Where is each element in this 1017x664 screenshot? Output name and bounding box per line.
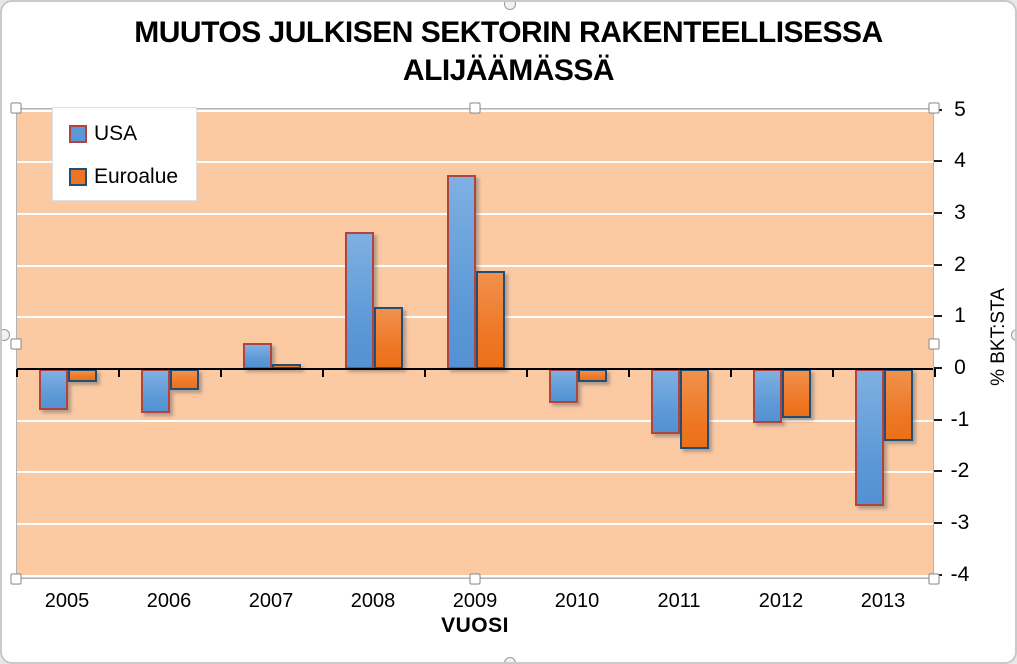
plot-handle-bottom-left[interactable] xyxy=(10,573,22,585)
bar-usa-2009[interactable] xyxy=(447,175,476,369)
y-tick-label--3: -3 xyxy=(950,511,970,535)
x-tick-label-2011: 2011 xyxy=(657,590,701,612)
chart-resize-handle-bottom[interactable] xyxy=(504,657,516,662)
x-axis-tick xyxy=(526,369,528,377)
x-tick-label-2006: 2006 xyxy=(146,590,192,612)
gridline--3 xyxy=(17,523,933,526)
x-tick-label-2005: 2005 xyxy=(44,590,90,612)
bar-usa-2008[interactable] xyxy=(345,231,374,369)
x-axis-tick xyxy=(628,369,630,377)
y-tick-label-0: 0 xyxy=(954,356,966,379)
bar-euroalue-2005[interactable] xyxy=(68,369,97,382)
y-axis-title[interactable]: % BKT:STA xyxy=(988,288,1009,386)
plot-handle-top-center[interactable] xyxy=(469,102,481,114)
bar-euroalue-2012[interactable] xyxy=(782,369,811,419)
bar-usa-2007[interactable] xyxy=(243,343,272,369)
y-tick-label-2: 2 xyxy=(954,252,966,276)
bar-usa-2006[interactable] xyxy=(141,369,170,413)
bar-usa-2012[interactable] xyxy=(753,369,782,424)
bar-usa-2010[interactable] xyxy=(549,369,578,403)
y-axis-tick xyxy=(934,211,942,214)
y-tick-label--2: -2 xyxy=(950,459,970,483)
x-axis-tick xyxy=(730,369,732,377)
y-axis-tick xyxy=(934,522,942,525)
chart-resize-handle-top[interactable] xyxy=(504,2,516,10)
y-axis-tick xyxy=(934,315,942,318)
plot-handle-mid-left[interactable] xyxy=(10,338,22,349)
x-axis-title[interactable]: VUOSI xyxy=(441,614,509,637)
gridline--2 xyxy=(17,471,933,474)
plot-handle-top-right[interactable] xyxy=(928,102,940,114)
plot-handle-bottom-right[interactable] xyxy=(928,573,940,585)
x-axis-tick xyxy=(118,369,120,377)
chart-resize-handle-left[interactable] xyxy=(2,329,10,341)
bar-euroalue-2007[interactable] xyxy=(272,363,301,369)
x-axis-tick xyxy=(322,369,324,377)
y-tick-label-1: 1 xyxy=(954,304,966,328)
bar-usa-2011[interactable] xyxy=(651,369,680,434)
x-axis-tick xyxy=(832,369,834,377)
x-tick-label-2013: 2013 xyxy=(860,590,906,612)
legend-swatch-usa-icon xyxy=(69,125,87,143)
legend-label-euroalue: Euroalue xyxy=(94,165,179,188)
plot-handle-top-left[interactable] xyxy=(10,102,22,114)
x-axis-tick xyxy=(220,369,222,377)
gridline--1 xyxy=(17,419,933,422)
x-axis-tick xyxy=(934,369,936,377)
bar-euroalue-2009[interactable] xyxy=(476,270,505,369)
y-axis-tick xyxy=(934,160,942,163)
y-tick-label-3: 3 xyxy=(954,200,966,224)
bar-euroalue-2011[interactable] xyxy=(680,369,709,450)
chart-title[interactable]: MUUTOS JULKISEN SEKTORIN RAKENTEELLISESS… xyxy=(2,14,1015,90)
legend[interactable]: USA Euroalue xyxy=(52,107,197,201)
x-axis-tick xyxy=(16,369,18,377)
legend-entry-usa[interactable]: USA xyxy=(69,122,137,146)
x-tick-label-2008: 2008 xyxy=(350,590,396,612)
chart-title-line1: MUUTOS JULKISEN SEKTORIN RAKENTEELLISESS… xyxy=(134,16,883,49)
chart-title-line2: ALIJÄÄMÄSSÄ xyxy=(402,54,615,87)
y-axis-tick xyxy=(934,367,942,369)
plot-handle-mid-right[interactable] xyxy=(928,338,940,349)
bar-euroalue-2010[interactable] xyxy=(578,369,607,382)
bar-euroalue-2006[interactable] xyxy=(170,369,199,390)
y-tick-label-4: 4 xyxy=(954,149,966,173)
y-tick-label--1: -1 xyxy=(950,407,970,431)
y-axis-tick xyxy=(934,470,942,473)
y-tick-label-5: 5 xyxy=(954,97,966,121)
legend-label-usa: USA xyxy=(94,122,138,145)
bar-euroalue-2013[interactable] xyxy=(884,369,913,442)
chart-resize-handle-right[interactable] xyxy=(1011,329,1015,341)
bar-usa-2013[interactable] xyxy=(855,369,884,506)
bar-usa-2005[interactable] xyxy=(39,369,68,411)
x-tick-label-2012: 2012 xyxy=(758,590,804,612)
y-axis-tick xyxy=(934,263,942,266)
y-axis-tick xyxy=(934,418,942,421)
x-tick-label-2009: 2009 xyxy=(452,590,498,612)
bar-euroalue-2008[interactable] xyxy=(374,306,403,369)
plot-handle-bottom-center[interactable] xyxy=(469,573,481,585)
legend-entry-euroalue[interactable]: Euroalue xyxy=(69,165,178,189)
gridline-4 xyxy=(17,161,933,164)
x-axis-line xyxy=(17,368,933,370)
x-tick-label-2007: 2007 xyxy=(248,590,294,612)
x-tick-label-2010: 2010 xyxy=(554,590,600,612)
x-axis-tick xyxy=(424,369,426,377)
legend-swatch-euroalue-icon xyxy=(69,168,87,186)
y-tick-label--4: -4 xyxy=(950,562,970,586)
